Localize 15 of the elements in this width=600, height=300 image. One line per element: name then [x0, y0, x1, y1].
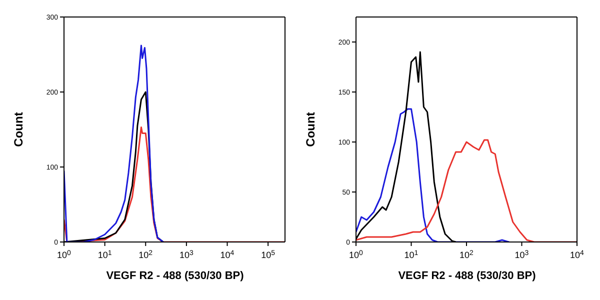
x-axis-title: VEGF R2 - 488 (530/30 BP)	[105, 270, 245, 282]
x-tick-label: 10$^{1}$	[98, 250, 112, 260]
x-tick-label: 10$^{0}$	[57, 250, 72, 260]
x-tick-label: 10$^{0}$	[349, 250, 364, 260]
x-tick-label: 10$^{4}$	[570, 250, 584, 260]
x-axis-title: VEGF R2 - 488 (530/30 BP)	[397, 270, 537, 282]
x-tick-label: 10$^{5}$	[261, 250, 276, 260]
x-tick-label: 10$^{2}$	[138, 250, 153, 260]
x-tick-label: 10$^{4}$	[220, 250, 234, 260]
x-tick-label: 10$^{3}$	[514, 250, 529, 260]
y-axis-title: Count	[303, 112, 318, 147]
y-axis-title: Count	[11, 112, 26, 147]
x-tick-label: 10$^{1}$	[404, 250, 418, 260]
x-tick-label: 10$^{2}$	[460, 250, 474, 260]
x-tick-label: 10$^{3}$	[179, 250, 194, 260]
